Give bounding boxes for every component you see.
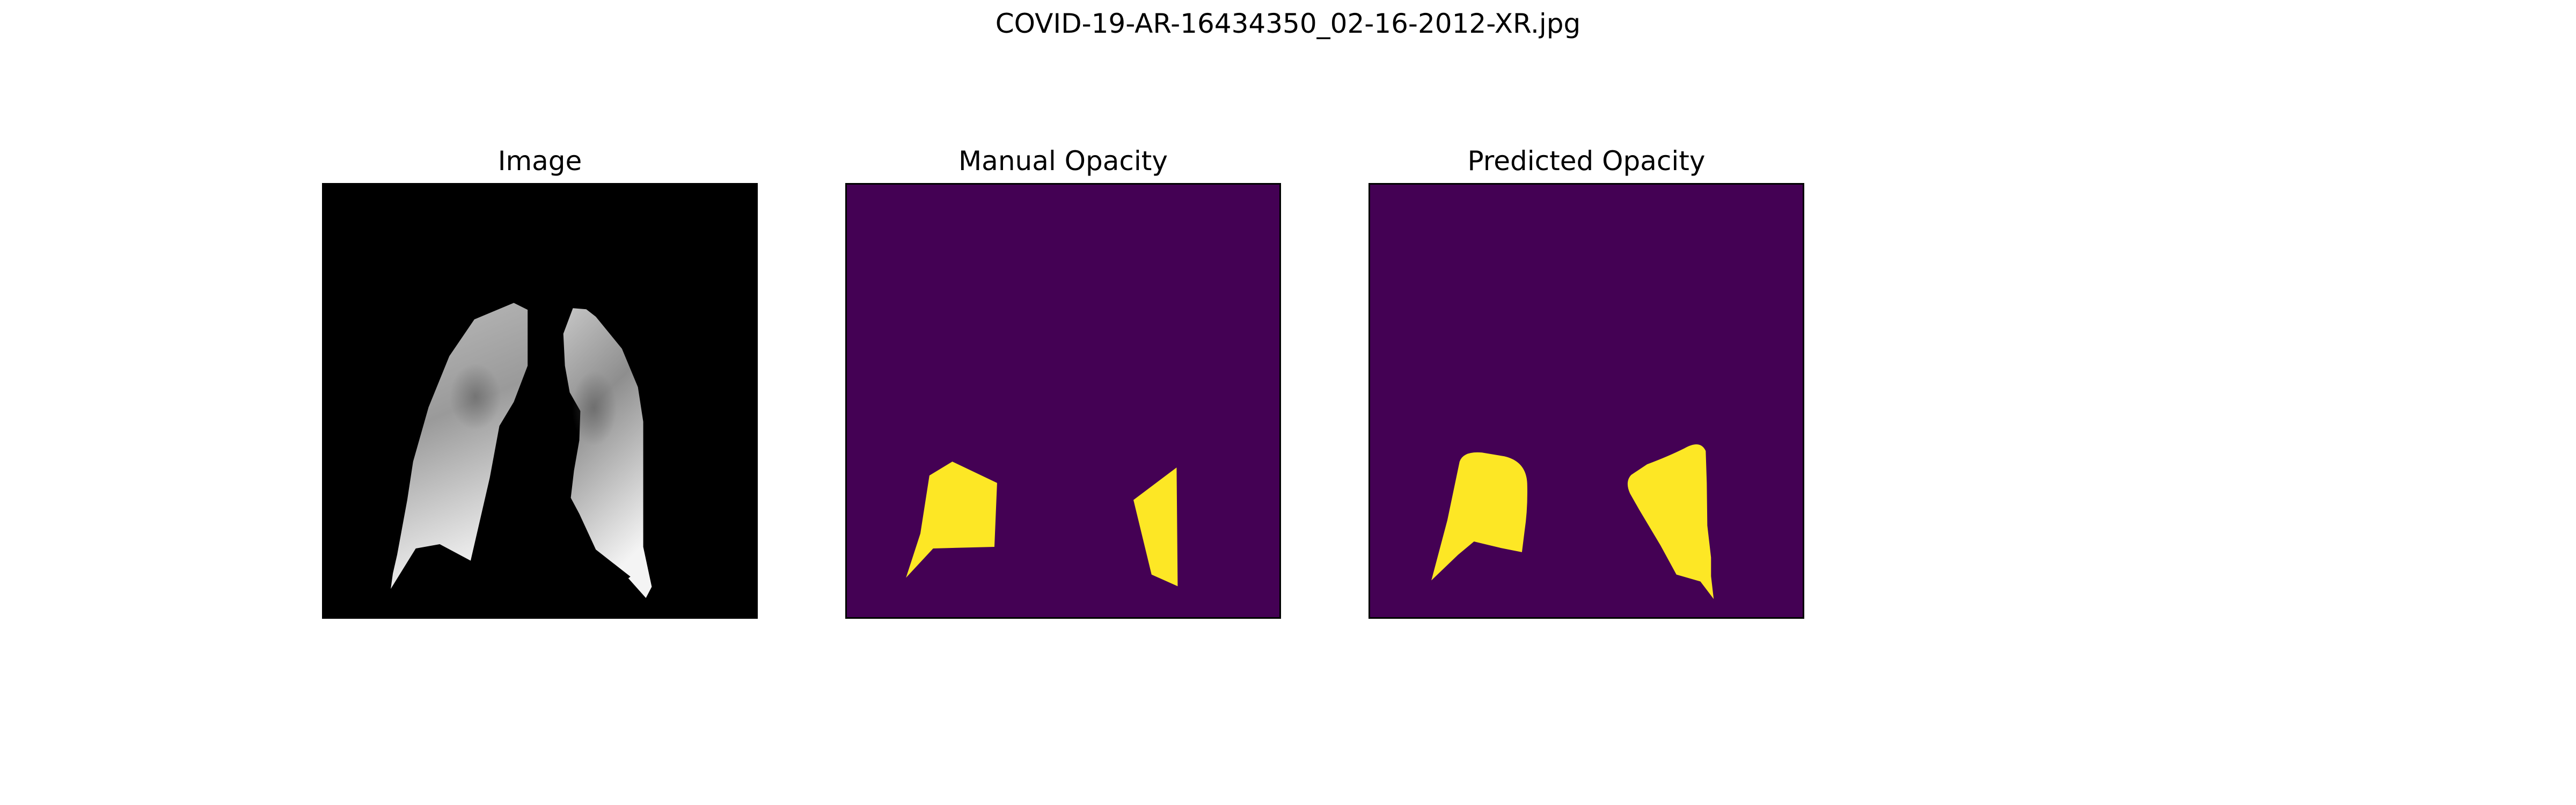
manual-opacity-region-left: [1133, 467, 1178, 587]
figure-title: COVID-19-AR-16434350_02-16-2012-XR.jpg: [995, 8, 1581, 39]
predicted-opacity-region-right: [1431, 452, 1527, 581]
manual-opacity-region-right: [906, 462, 997, 578]
left-lung: [563, 308, 652, 598]
right-lung: [391, 303, 528, 589]
panel-title-predicted-opacity: Predicted Opacity: [1467, 145, 1706, 177]
predicted-opacity-region-left: [1627, 444, 1714, 599]
panel-title-image: Image: [497, 145, 582, 177]
manual-opacity-mask: [847, 185, 1279, 617]
xray-image-panel: [322, 183, 758, 619]
predicted-opacity-mask: [1370, 185, 1803, 617]
hilar-shadow-left: [572, 371, 617, 446]
panel-title-manual-opacity: Manual Opacity: [958, 145, 1168, 177]
manual-opacity-panel: [845, 183, 1281, 619]
predicted-opacity-panel: [1368, 183, 1804, 619]
xray-lungs-image: [391, 303, 652, 598]
hilar-shadow-right: [450, 363, 501, 430]
